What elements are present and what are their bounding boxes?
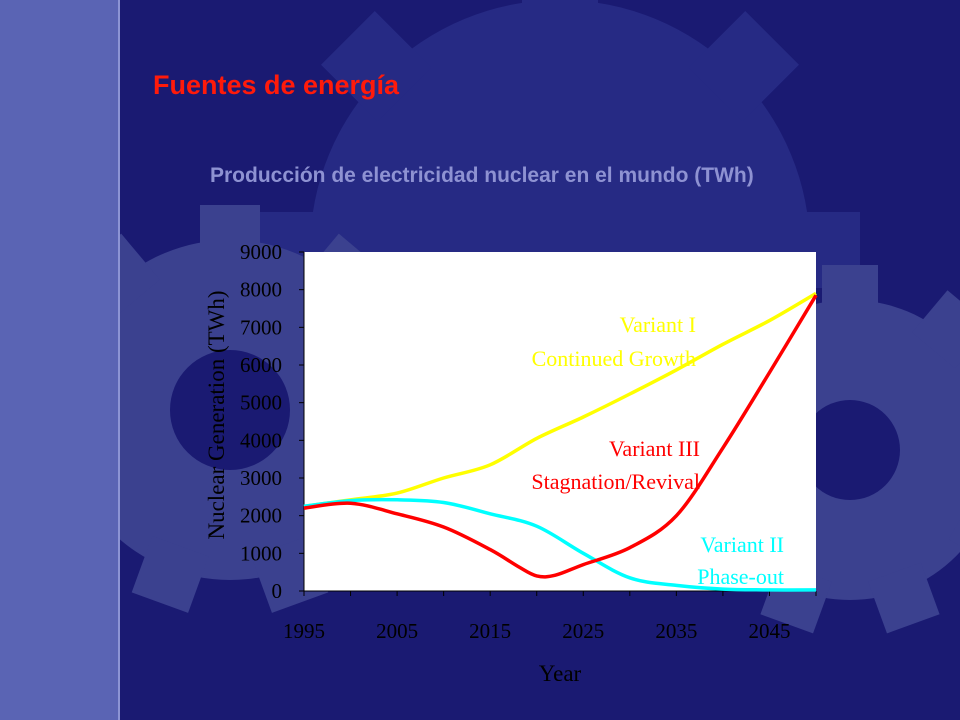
y-tick-label: 6000 (240, 353, 282, 377)
x-tick-label: 2015 (469, 619, 511, 643)
y-axis-label: Nuclear Generation (TWh) (204, 290, 229, 539)
y-tick-label: 4000 (240, 428, 282, 452)
series-label: Variant II (700, 532, 784, 557)
sidebar-band (0, 0, 120, 720)
x-tick-label: 2005 (376, 619, 418, 643)
series-label: Stagnation/Revival (531, 469, 700, 494)
y-tick-label: 3000 (240, 466, 282, 490)
series-label: Continued Growth (532, 346, 696, 371)
series-lines (303, 291, 818, 592)
x-tick-label: 1995 (283, 619, 325, 643)
x-axis-label: Year (539, 661, 582, 686)
x-tick-label: 2045 (748, 619, 790, 643)
slide-title: Fuentes de energía (153, 70, 400, 100)
series-line-1 (303, 291, 817, 509)
x-tick-label: 2025 (562, 619, 604, 643)
x-ticks: 1995 2005 2015 2025 2035 2045 (283, 591, 817, 643)
series-label: Variant III (609, 436, 700, 461)
series-line-2 (303, 497, 817, 592)
series-label: Phase-out (697, 564, 784, 589)
y-tick-label: 5000 (240, 391, 282, 415)
y-tick-label: 9000 (240, 240, 282, 264)
slide-subtitle: Producción de electricidad nuclear en el… (210, 164, 754, 187)
y-tick-label: 7000 (240, 315, 282, 339)
y-tick-label: 0 (272, 579, 283, 603)
y-tick-label: 1000 (240, 541, 282, 565)
series-labels: Variant I Continued Growth Variant II Phase… (531, 312, 784, 589)
y-ticks: 0 1000 2000 3000 4000 5000 6000 7000 8000 9000 (240, 240, 304, 603)
y-tick-label: 2000 (240, 504, 282, 528)
plot-area (304, 252, 816, 591)
x-tick-label: 2035 (655, 619, 697, 643)
series-label: Variant I (620, 312, 696, 337)
series-line-3 (303, 294, 818, 579)
y-tick-label: 8000 (240, 278, 282, 302)
